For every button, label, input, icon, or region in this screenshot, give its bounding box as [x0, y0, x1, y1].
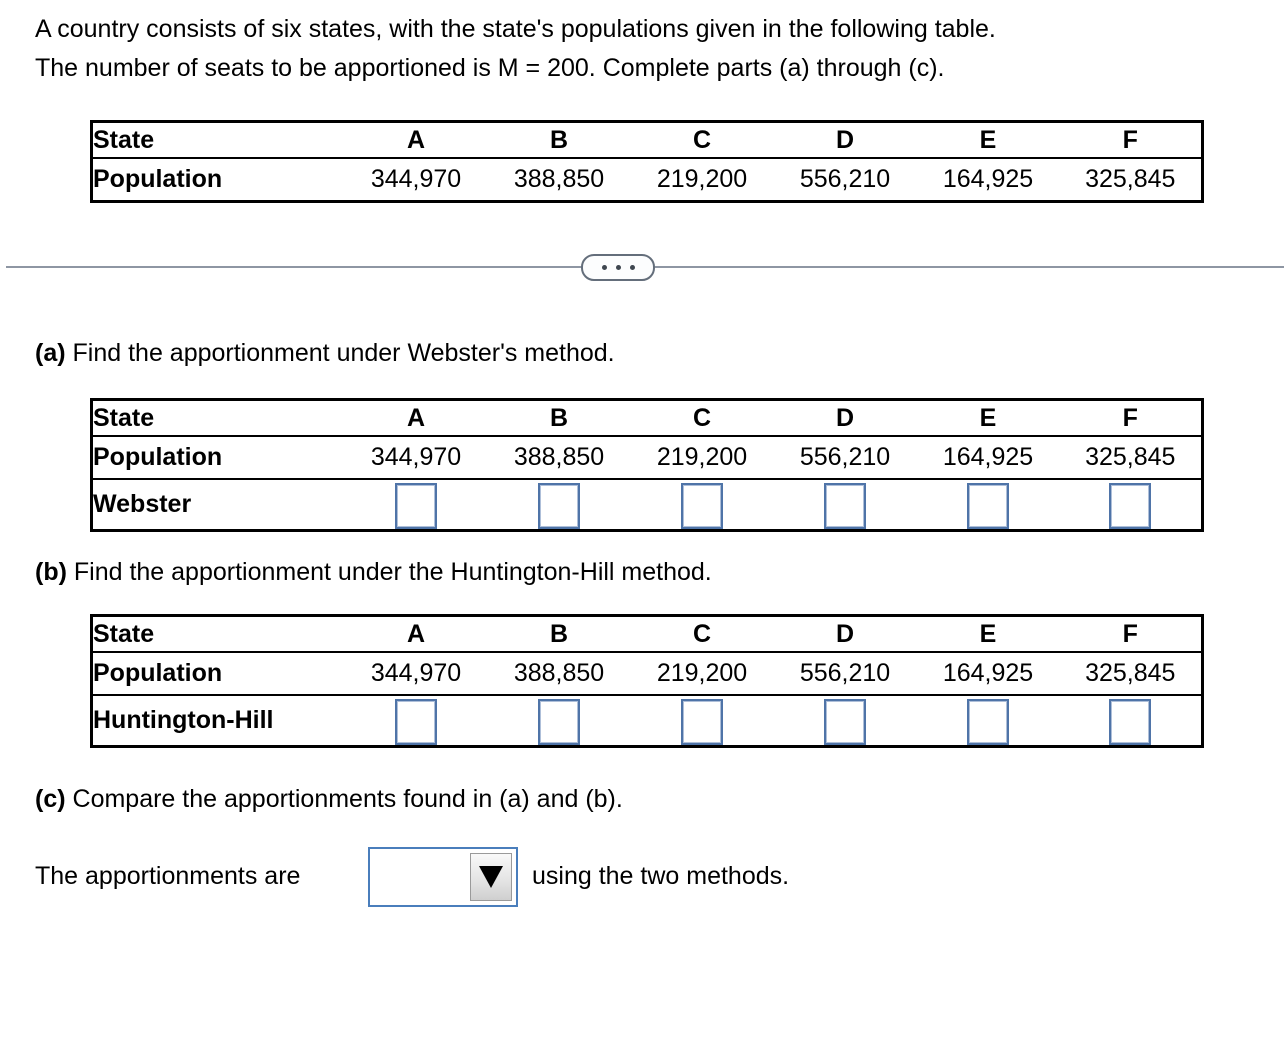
- state-header: A: [406, 619, 426, 648]
- population-value: 344,970: [344, 157, 488, 202]
- webster-answer-input-a[interactable]: [395, 483, 437, 529]
- state-header: B: [549, 403, 569, 432]
- table-row: State A B C D E F: [92, 616, 1203, 653]
- webster-table: State A B C D E F Population 344,970 388…: [90, 398, 1204, 532]
- state-header: E: [979, 403, 997, 432]
- population-value: 219,200: [630, 651, 774, 695]
- part-b-marker: (b): [35, 558, 67, 586]
- state-header: D: [835, 619, 855, 648]
- dropdown-arrow-icon: [479, 866, 503, 888]
- population-row-label: Population: [91, 157, 345, 202]
- population-value: 164,925: [916, 651, 1060, 695]
- comparison-dropdown[interactable]: [368, 847, 518, 907]
- dropdown-arrow-button[interactable]: [470, 853, 512, 901]
- state-header: E: [979, 125, 997, 154]
- population-value: 325,845: [1059, 651, 1203, 695]
- table-row: Huntington-Hill: [91, 694, 1203, 747]
- ellipsis-icon: [615, 265, 621, 270]
- huntington-hill-answer-input-d[interactable]: [824, 699, 866, 745]
- table-row: Population 344,970 388,850 219,200 556,2…: [91, 157, 1203, 202]
- part-a-text: Find the apportionment under Webster's m…: [72, 339, 615, 367]
- state-header: D: [835, 403, 855, 432]
- webster-answer-input-c[interactable]: [681, 483, 723, 529]
- huntington-hill-answer-input-f[interactable]: [1109, 699, 1152, 745]
- table-row: State A B C D E F: [92, 400, 1203, 437]
- state-header: B: [549, 619, 569, 648]
- state-header: B: [549, 125, 569, 154]
- state-header: C: [692, 619, 712, 648]
- population-value: 325,845: [1059, 435, 1203, 479]
- state-header: F: [1122, 403, 1138, 432]
- part-c-text: Compare the apportionments found in (a) …: [72, 785, 623, 813]
- population-value: 388,850: [487, 651, 631, 695]
- population-value: 219,200: [630, 157, 774, 202]
- table-row: Population 344,970 388,850 219,200 556,2…: [91, 651, 1203, 695]
- webster-answer-input-d[interactable]: [824, 483, 866, 529]
- webster-answer-input-b[interactable]: [538, 483, 580, 529]
- state-header: A: [406, 125, 426, 154]
- webster-row-label: Webster: [91, 478, 345, 531]
- huntington-hill-answer-input-c[interactable]: [681, 699, 723, 745]
- state-row-label: State: [93, 125, 155, 154]
- table-row: Population 344,970 388,850 219,200 556,2…: [91, 435, 1203, 479]
- ellipsis-icon: [601, 265, 607, 270]
- state-header: F: [1122, 619, 1138, 648]
- state-row-label: State: [93, 403, 155, 432]
- part-c-heading: (c) Compare the apportionments found in …: [35, 785, 623, 814]
- population-value: 344,970: [344, 651, 488, 695]
- problem-statement: A country consists of six states, with t…: [35, 10, 996, 88]
- problem-statement-line1: A country consists of six states, with t…: [35, 15, 996, 43]
- state-header: A: [406, 403, 426, 432]
- part-a-marker: (a): [35, 339, 66, 367]
- population-value: 344,970: [344, 435, 488, 479]
- population-value: 325,845: [1059, 157, 1203, 202]
- part-c-marker: (c): [35, 785, 66, 813]
- huntington-hill-table: State A B C D E F Population 344,970 388…: [90, 614, 1204, 748]
- answer-sentence-suffix: using the two methods.: [532, 862, 790, 890]
- state-header: D: [835, 125, 855, 154]
- population-value: 556,210: [773, 157, 917, 202]
- population-value: 556,210: [773, 435, 917, 479]
- part-b-heading: (b) Find the apportionment under the Hun…: [35, 558, 712, 587]
- answer-sentence-prefix: The apportionments are: [35, 862, 301, 890]
- table-row: State A B C D E F: [92, 122, 1203, 159]
- part-b-text: Find the apportionment under the Hunting…: [73, 558, 712, 586]
- state-header: C: [692, 125, 712, 154]
- huntington-hill-row-label: Huntington-Hill: [91, 694, 345, 747]
- expand-steps-button[interactable]: [581, 254, 655, 281]
- huntington-hill-answer-input-a[interactable]: [395, 699, 437, 745]
- population-value: 164,925: [916, 435, 1060, 479]
- state-header: E: [979, 619, 997, 648]
- population-table: State A B C D E F Population 344,970 388…: [90, 120, 1204, 203]
- webster-answer-input-f[interactable]: [1109, 483, 1152, 529]
- population-value: 388,850: [487, 157, 631, 202]
- population-value: 219,200: [630, 435, 774, 479]
- population-value: 164,925: [916, 157, 1060, 202]
- population-value: 556,210: [773, 651, 917, 695]
- table-row: Webster: [91, 478, 1203, 531]
- ellipsis-icon: [629, 265, 635, 270]
- huntington-hill-answer-input-e[interactable]: [967, 699, 1009, 745]
- webster-answer-input-e[interactable]: [967, 483, 1009, 529]
- huntington-hill-answer-input-b[interactable]: [538, 699, 580, 745]
- state-header: C: [692, 403, 712, 432]
- problem-statement-line2: The number of seats to be apportioned is…: [35, 54, 945, 82]
- state-header: F: [1122, 125, 1138, 154]
- population-row-label: Population: [91, 651, 345, 695]
- population-value: 388,850: [487, 435, 631, 479]
- population-row-label: Population: [91, 435, 345, 479]
- state-row-label: State: [93, 619, 155, 648]
- part-a-heading: (a) Find the apportionment under Webster…: [35, 339, 615, 368]
